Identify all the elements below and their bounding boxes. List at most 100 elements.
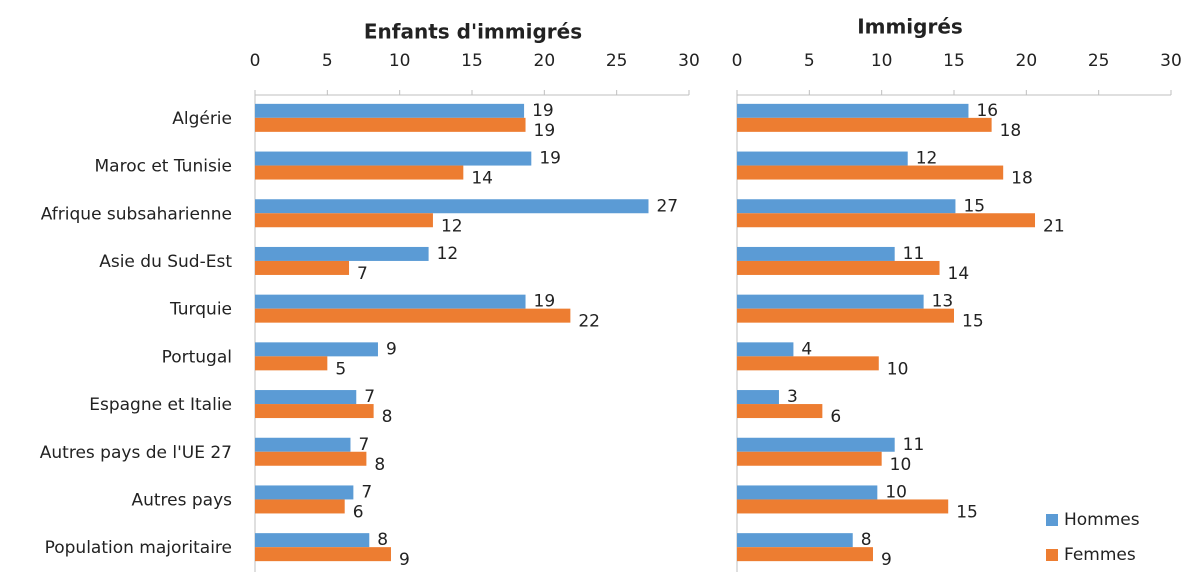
data-label: 15: [962, 312, 984, 332]
legend-swatch: [1046, 514, 1058, 526]
bar: [255, 499, 345, 514]
bar: [737, 485, 878, 500]
bar: [255, 199, 649, 214]
bar: [737, 437, 895, 452]
bar: [255, 485, 354, 500]
data-label: 10: [887, 359, 909, 379]
data-label: 10: [890, 455, 912, 475]
x-tick-label: 5: [322, 51, 333, 71]
bar: [737, 151, 908, 166]
bar: [737, 547, 873, 562]
data-label: 12: [441, 216, 463, 236]
category-label: Asie du Sud-Est: [99, 252, 232, 272]
data-label: 10: [885, 482, 907, 502]
category-label: Turquie: [169, 300, 232, 320]
category-label: Espagne et Italie: [89, 395, 232, 415]
x-tick-label: 15: [461, 51, 483, 71]
x-tick-label: 30: [1160, 51, 1182, 71]
bar: [255, 117, 526, 132]
x-tick-label: 10: [389, 51, 411, 71]
bar: [737, 499, 949, 514]
bar: [737, 308, 954, 323]
bar: [255, 547, 391, 562]
data-label: 19: [532, 101, 554, 121]
data-label: 19: [539, 149, 561, 169]
x-tick-label: 0: [250, 51, 261, 71]
category-label: Population majoritaire: [45, 538, 232, 558]
data-label: 11: [903, 435, 925, 455]
data-label: 14: [471, 169, 493, 189]
x-tick-label: 25: [1088, 51, 1110, 71]
bar: [255, 533, 370, 548]
x-tick-label: 0: [732, 51, 743, 71]
x-tick-label: 10: [871, 51, 893, 71]
category-label: Algérie: [172, 109, 232, 129]
x-tick-label: 20: [534, 51, 556, 71]
data-label: 6: [353, 502, 364, 522]
bar: [255, 451, 367, 466]
bar: [737, 294, 924, 309]
data-label: 18: [1011, 169, 1033, 189]
data-label: 18: [1000, 121, 1022, 141]
data-label: 21: [1043, 216, 1065, 236]
bar: [737, 390, 779, 405]
bar: [737, 533, 853, 548]
bar: [737, 404, 823, 419]
data-label: 27: [656, 196, 678, 216]
x-tick-label: 30: [678, 51, 700, 71]
bar: [737, 103, 969, 118]
data-label: 7: [364, 387, 375, 407]
bar: [255, 246, 429, 261]
category-label: Afrique subsaharienne: [41, 204, 232, 224]
data-label: 15: [963, 196, 985, 216]
x-tick-label: 5: [804, 51, 815, 71]
bar: [255, 103, 525, 118]
data-label: 8: [861, 530, 872, 550]
bar: [737, 213, 1036, 228]
bar: [737, 165, 1004, 180]
data-label: 12: [437, 244, 459, 264]
data-label: 6: [830, 407, 841, 427]
data-label: 19: [534, 121, 556, 141]
data-label: 22: [578, 312, 600, 332]
x-tick-label: 25: [606, 51, 628, 71]
data-label: 5: [335, 359, 346, 379]
data-label: 15: [956, 502, 978, 522]
bar: [255, 260, 350, 275]
bar: [255, 390, 357, 405]
legend-label: Femmes: [1064, 545, 1136, 565]
data-label: 9: [386, 339, 397, 359]
bar: [737, 356, 879, 371]
data-label: 12: [916, 149, 938, 169]
x-tick-label: 20: [1016, 51, 1038, 71]
bar: [255, 356, 328, 371]
data-label: 7: [358, 435, 369, 455]
category-label: Autres pays de l'UE 27: [40, 443, 232, 463]
data-label: 4: [801, 339, 812, 359]
data-label: 16: [976, 101, 998, 121]
bar: [737, 451, 882, 466]
bar: [255, 165, 464, 180]
bar: [737, 342, 794, 357]
legend-label: Hommes: [1064, 510, 1140, 530]
data-label: 19: [534, 292, 556, 312]
bar: [255, 294, 526, 309]
legend-swatch: [1046, 549, 1058, 561]
bar: [255, 404, 374, 419]
data-label: 14: [948, 264, 970, 284]
data-label: 7: [357, 264, 368, 284]
bar: [255, 437, 351, 452]
data-label: 11: [903, 244, 925, 264]
chart-title: Immigrés: [857, 15, 963, 39]
category-label: Autres pays: [131, 490, 232, 510]
category-label: Maroc et Tunisie: [95, 157, 233, 177]
data-label: 9: [399, 550, 410, 570]
data-label: 13: [932, 292, 954, 312]
bar: [737, 246, 895, 261]
bar: [255, 342, 378, 357]
bar: [255, 308, 571, 323]
data-label: 7: [361, 482, 372, 502]
x-tick-label: 15: [943, 51, 965, 71]
category-label: Portugal: [162, 347, 232, 367]
